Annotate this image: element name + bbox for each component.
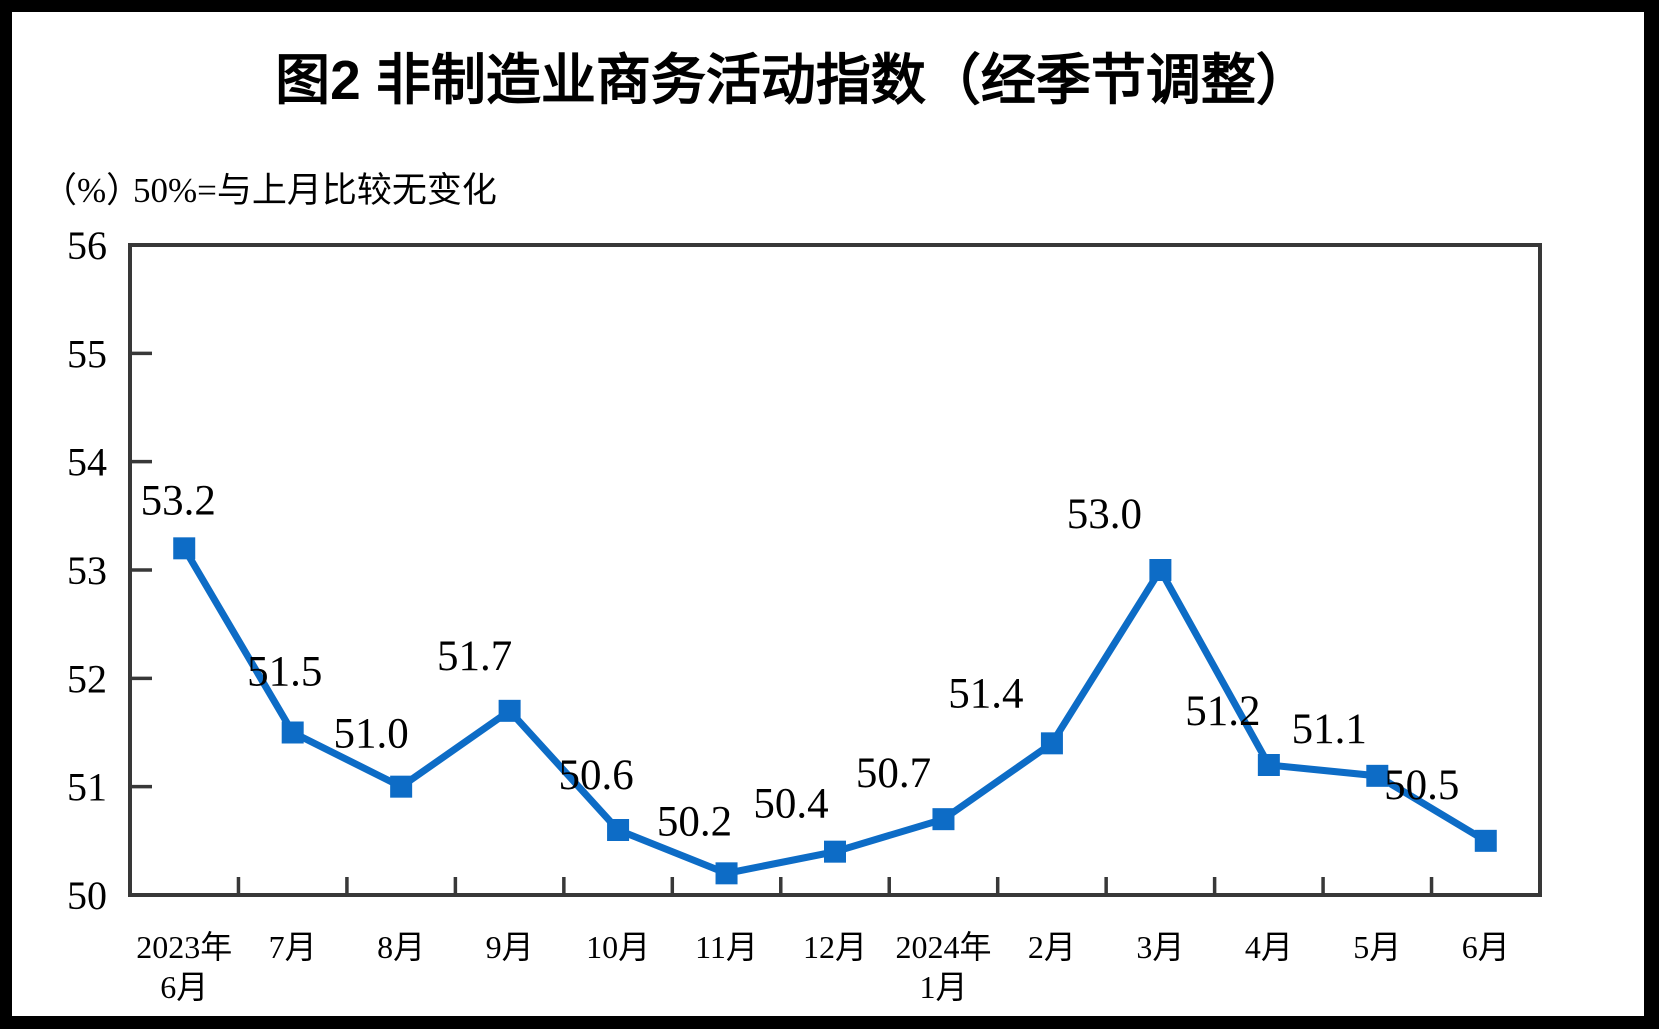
data-point-marker [824,840,846,863]
data-point-marker [173,537,196,560]
line-chart: 图2 非制造业商务活动指数（经季节调整） （%） 50%=与上月比较无变化 56… [42,49,1542,1005]
x-axis-tick-label: 5月 [1353,929,1401,965]
x-axis-tick-label: 2024年 [895,929,991,965]
x-axis-tick-label: 6月 [1462,929,1510,965]
x-axis-tick-label: 2023年 [136,929,232,965]
data-point-marker [932,808,955,831]
data-point-label: 50.5 [1384,762,1459,809]
x-axis-tick-label: 6月 [160,969,208,1005]
data-point-marker [281,721,304,744]
data-point-marker [1366,764,1389,787]
x-axis-tick-label: 10月 [586,929,650,965]
data-point-label: 51.1 [1292,706,1367,753]
data-point-marker [498,699,521,722]
data-point-label: 50.6 [558,752,633,799]
plot-border [128,243,1542,897]
data-point-label: 51.0 [334,711,409,758]
data-point-marker [607,819,630,841]
data-point-marker [390,775,413,798]
y-axis-tick-label: 51 [67,765,107,810]
data-point-label: 50.2 [657,798,732,845]
data-point-label: 53.2 [141,477,216,524]
x-axis-tick-label: 8月 [377,929,425,965]
y-axis-unit-label: （%） [42,171,141,210]
data-point-marker [1474,829,1497,852]
y-axis-tick-label: 50 [67,873,107,918]
x-axis-tick-label: 9月 [486,929,534,965]
data-point-label: 51.2 [1185,688,1260,735]
x-axis-tick-label: 12月 [803,929,867,965]
x-axis-tick-label: 3月 [1136,929,1184,965]
chart-panel: 图2 非制造业商务活动指数（经季节调整） （%） 50%=与上月比较无变化 56… [12,12,1644,1016]
x-axis-tick-label: 1月 [919,969,967,1005]
data-point-label: 51.4 [948,670,1023,717]
x-axis-tick-label: 7月 [269,929,317,965]
data-point-marker [715,862,738,885]
plot-area: 56 55 54 53 52 51 50 2023年 6月 7月 8月 9月 10月 11月 12月 2024… [67,223,1542,1005]
data-point-marker [1257,754,1280,776]
data-point-label: 51.5 [247,649,322,696]
x-axis-tick-label: 4月 [1245,929,1293,965]
data-point-marker [1149,559,1172,581]
chart-title: 图2 非制造业商务活动指数（经季节调整） [275,49,1311,111]
x-axis-tick-label: 11月 [695,929,758,965]
y-axis-tick-label: 56 [67,223,107,268]
y-axis-tick-label: 54 [67,440,107,485]
data-point-label: 50.4 [753,781,828,828]
x-axis-tick-label: 2月 [1028,929,1076,965]
data-point-label: 50.7 [856,750,931,797]
data-point-label: 51.7 [437,633,512,680]
y-axis-tick-label: 52 [67,656,107,701]
data-point-marker [1040,732,1063,755]
data-point-label: 53.0 [1067,491,1142,538]
y-axis-tick-label: 53 [67,548,107,593]
chart-note: 50%=与上月比较无变化 [133,171,497,210]
y-axis-tick-label: 55 [67,331,107,376]
